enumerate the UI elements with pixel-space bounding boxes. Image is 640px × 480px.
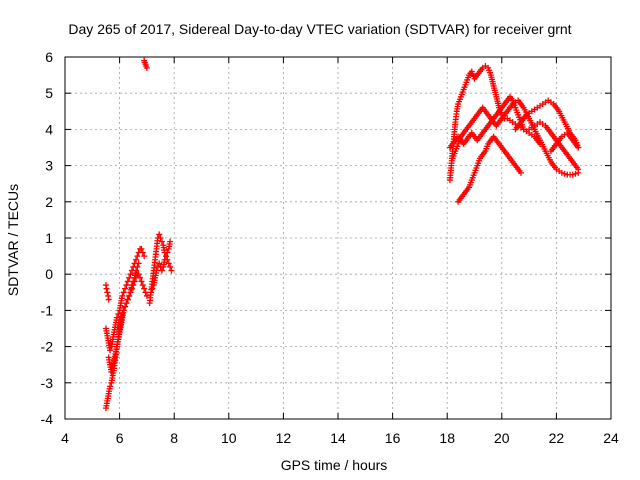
y-tick-label: 0: [45, 266, 53, 282]
x-tick-label: 8: [170, 430, 178, 446]
data-point-track-a: [141, 253, 148, 260]
y-axis-label: SDTVAR / TECUs: [5, 184, 21, 296]
data-point-track-c: [132, 267, 139, 274]
data-point-track-a: [119, 292, 126, 299]
data-point-track-c: [122, 303, 129, 310]
data-point-track-c: [124, 296, 131, 303]
data-point-track-c: [126, 292, 133, 299]
data-point-track-g: [167, 238, 174, 245]
y-tick-label: -4: [41, 411, 54, 427]
x-tick-label: 20: [494, 430, 510, 446]
data-point-track-a: [124, 278, 131, 285]
data-point-track-a: [127, 271, 134, 278]
data-point-track-b: [141, 285, 148, 292]
data-point-track-a: [113, 314, 120, 321]
data-point-track-c: [123, 300, 130, 307]
data-point-track-a: [138, 245, 145, 252]
data-point-track-l: [558, 169, 565, 176]
data-point-track-f: [168, 267, 175, 274]
data-point-track-g: [164, 249, 171, 256]
data-point-track-b: [139, 282, 146, 289]
data-point-track-d: [104, 289, 111, 296]
data-point-track-l: [569, 171, 576, 178]
data-point-track-b: [143, 292, 150, 299]
chart-title: Day 265 of 2017, Sidereal Day-to-day VTE…: [68, 21, 571, 37]
data-point-track-f: [167, 263, 174, 270]
y-tick-label: 5: [45, 85, 53, 101]
data-point-track-b: [135, 271, 142, 278]
y-tick-label: 1: [45, 230, 53, 246]
data-point-track-f: [156, 231, 163, 238]
data-point-track-f: [157, 235, 164, 241]
y-tick-label: 2: [45, 194, 53, 210]
data-point-track-a: [134, 253, 141, 260]
x-tick-label: 14: [330, 430, 346, 446]
x-axis-label: GPS time / hours: [281, 457, 388, 473]
data-point-track-n: [575, 166, 582, 173]
y-tick-label: 3: [45, 158, 53, 174]
data-point-track-j: [517, 169, 524, 176]
x-tick-label: 10: [221, 430, 237, 446]
data-point-track-b: [137, 274, 144, 281]
data-point-track-g: [156, 260, 163, 267]
data-point-track-g: [161, 256, 168, 263]
data-point-track-c: [134, 263, 141, 270]
data-point-track-f: [165, 260, 172, 267]
data-point-track-e: [143, 64, 150, 71]
data-point-track-a: [139, 249, 146, 256]
data-point-track-g: [158, 267, 165, 274]
data-point-track-c: [108, 368, 115, 375]
x-tick-label: 16: [385, 430, 401, 446]
data-point-track-a: [122, 285, 129, 292]
data-point-track-c: [120, 307, 127, 314]
y-tick-label: -1: [41, 302, 54, 318]
x-tick-label: 22: [549, 430, 565, 446]
x-tick-label: 24: [603, 430, 619, 446]
data-point-track-d: [103, 285, 110, 292]
data-point-track-c: [135, 260, 142, 267]
data-point-track-g: [163, 253, 170, 260]
x-tick-label: 18: [439, 430, 455, 446]
y-tick-label: -2: [41, 339, 54, 355]
x-tick-label: 6: [116, 430, 124, 446]
y-tick-label: 6: [45, 49, 53, 65]
x-tick-label: 12: [276, 430, 292, 446]
data-point-track-b: [138, 278, 145, 285]
data-point-track-o: [575, 144, 582, 151]
data-point-track-b: [107, 383, 114, 390]
data-point-track-a: [107, 347, 114, 354]
data-point-track-a: [120, 289, 127, 296]
data-point-track-b: [142, 289, 149, 296]
data-points: [102, 57, 582, 412]
data-point-track-g: [149, 285, 156, 292]
data-point-track-c: [130, 278, 137, 285]
data-point-track-d: [105, 296, 112, 303]
data-point-track-g: [153, 267, 160, 274]
data-point-track-a: [132, 256, 139, 263]
y-tick-label: -3: [41, 375, 54, 391]
data-point-track-f: [158, 238, 165, 245]
data-point-track-l: [572, 170, 579, 177]
data-point-track-c: [128, 282, 135, 289]
x-tick-label: 4: [61, 430, 69, 446]
data-point-track-l: [561, 170, 568, 177]
y-tick-label: 4: [45, 121, 53, 137]
data-point-track-a: [126, 274, 133, 281]
data-point-track-a: [123, 282, 130, 289]
